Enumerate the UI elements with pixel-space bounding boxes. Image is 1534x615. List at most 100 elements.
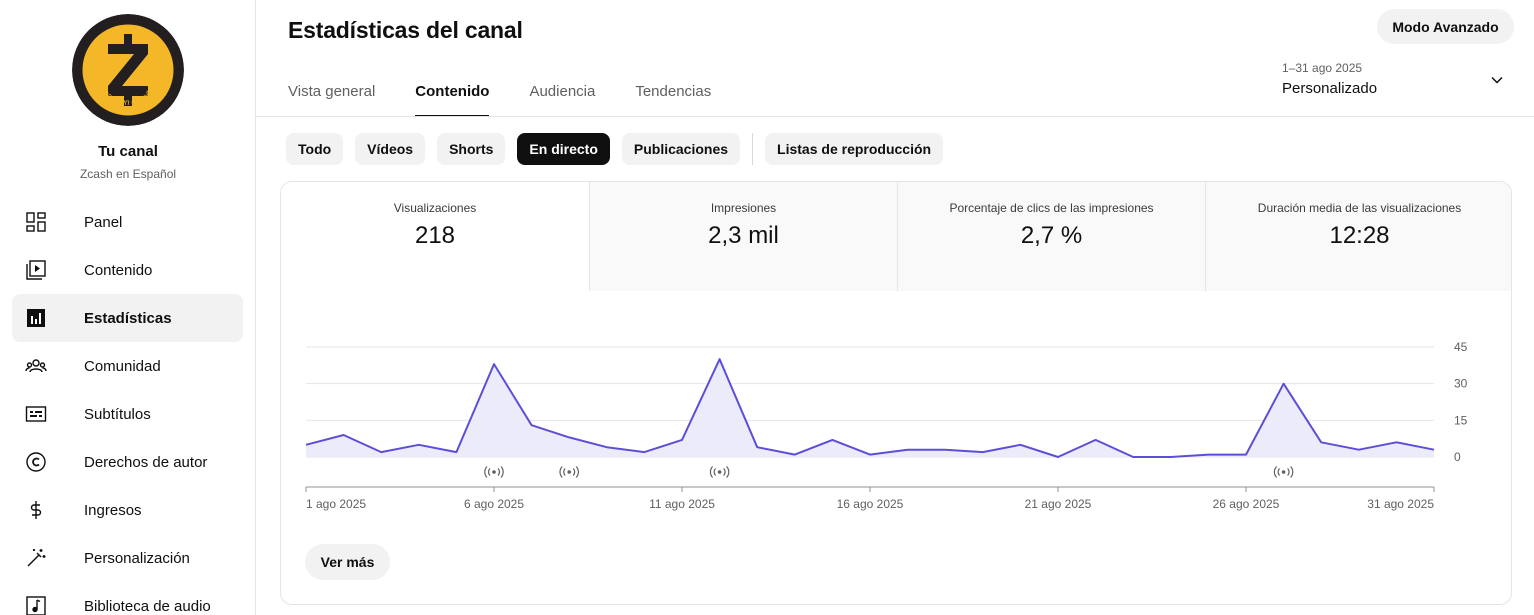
sidebar: Zcash en español Tu canal Zcash en Españ…	[0, 0, 256, 615]
sidebar-item-label: Biblioteca de audio	[84, 597, 211, 615]
series-area	[306, 359, 1434, 457]
metric-label: Porcentaje de clics de las impresiones	[949, 201, 1154, 215]
data-point	[902, 444, 914, 456]
chevron-down-icon	[1490, 73, 1504, 92]
sidebar-item-copyright[interactable]: Derechos de autor	[12, 438, 243, 486]
data-point	[1165, 451, 1177, 463]
y-tick-label: 30	[1454, 377, 1468, 391]
data-point	[1390, 436, 1402, 448]
sidebar-item-earn[interactable]: Ingresos	[12, 486, 243, 534]
dashboard-icon	[24, 210, 48, 234]
y-tick-label: 45	[1454, 340, 1468, 354]
data-point	[563, 431, 575, 443]
magic-wand-icon	[24, 546, 48, 570]
metric-value: 218	[414, 222, 456, 249]
date-range-picker[interactable]: 1–31 ago 2025 Personalizado	[1282, 61, 1512, 103]
data-point	[714, 353, 726, 365]
live-stream-icon[interactable]	[484, 466, 504, 478]
metric-impressions[interactable]: Impresiones 2,3 mil	[589, 182, 897, 291]
sidebar-item-content[interactable]: Contenido	[12, 246, 243, 294]
tab-trends[interactable]: Tendencias	[635, 83, 712, 100]
sidebar-nav: Panel Contenido Estadísticas Comunidad S…	[12, 198, 243, 615]
x-tick-label: 1 ago 2025	[306, 497, 366, 511]
data-point	[1014, 439, 1026, 451]
sidebar-item-customization[interactable]: Personalización	[12, 534, 243, 582]
sidebar-item-audio-library[interactable]: Biblioteca de audio	[12, 582, 243, 615]
data-point	[864, 449, 876, 461]
data-point	[526, 419, 538, 431]
data-point	[1202, 449, 1214, 461]
x-tick-label: 26 ago 2025	[1213, 497, 1280, 511]
data-point	[413, 439, 425, 451]
metric-label: Duración media de las visualizaciones	[1257, 201, 1462, 215]
data-point	[939, 444, 951, 456]
data-point	[751, 441, 763, 453]
channel-name: Zcash en Español	[79, 167, 177, 181]
analytics-tabs: Vista general Contenido Audiencia Tenden…	[288, 70, 751, 117]
data-point	[789, 449, 801, 461]
chip-live[interactable]: En directo	[517, 133, 610, 165]
data-point	[826, 434, 838, 446]
y-tick-label: 15	[1454, 413, 1468, 427]
x-tick-label: 31 ago 2025	[1367, 497, 1434, 511]
sidebar-item-analytics[interactable]: Estadísticas	[12, 294, 243, 342]
channel-title: Tu canal	[98, 143, 158, 160]
date-range-dates: 1–31 ago 2025	[1282, 61, 1363, 75]
metric-views[interactable]: Visualizaciones 218	[281, 182, 589, 291]
data-point	[375, 446, 387, 458]
metric-value: 12:28	[1329, 222, 1390, 249]
date-range-label: Personalizado	[1282, 80, 1378, 97]
audio-library-icon	[24, 594, 48, 615]
x-tick-label: 16 ago 2025	[837, 497, 904, 511]
data-point	[601, 441, 613, 453]
metric-label: Impresiones	[710, 201, 777, 215]
tab-content[interactable]: Contenido	[415, 70, 490, 117]
tab-audience[interactable]: Audiencia	[529, 83, 596, 100]
channel-avatar[interactable]: Zcash en español	[72, 14, 184, 126]
see-more-button[interactable]: Ver más	[305, 544, 390, 580]
subtitles-icon	[24, 402, 48, 426]
header-divider	[256, 116, 1534, 117]
sidebar-item-subtitles[interactable]: Subtítulos	[12, 390, 243, 438]
metric-value: 2,7 %	[1020, 222, 1083, 249]
data-point	[1240, 449, 1252, 461]
metric-label: Visualizaciones	[393, 201, 477, 215]
zcash-logo: Zcash en español	[72, 14, 184, 126]
dollar-icon	[24, 498, 48, 522]
live-stream-icon[interactable]	[559, 466, 579, 478]
data-point	[488, 358, 500, 370]
page-title: Estadísticas del canal	[288, 17, 523, 43]
sidebar-item-panel[interactable]: Panel	[12, 198, 243, 246]
sidebar-item-label: Subtítulos	[84, 405, 151, 423]
analytics-card: Visualizaciones 218 Impresiones 2,3 mil …	[280, 181, 1512, 605]
content-type-chips: Todo Vídeos Shorts En directo Publicacio…	[286, 133, 955, 165]
live-stream-icon[interactable]	[709, 466, 730, 478]
live-stream-icon[interactable]	[1273, 466, 1294, 478]
chip-shorts[interactable]: Shorts	[437, 133, 506, 165]
chip-all[interactable]: Todo	[286, 133, 344, 165]
chip-playlists[interactable]: Listas de reproducción	[765, 133, 944, 165]
tab-overview[interactable]: Vista general	[288, 83, 376, 100]
metric-tabs: Visualizaciones 218 Impresiones 2,3 mil …	[281, 182, 1511, 291]
community-icon	[24, 354, 48, 378]
data-point	[1127, 451, 1139, 463]
data-point	[450, 446, 462, 458]
sidebar-item-community[interactable]: Comunidad	[12, 342, 243, 390]
sidebar-item-label: Panel	[84, 213, 123, 231]
x-tick-label: 11 ago 2025	[649, 497, 715, 511]
metric-ctr[interactable]: Porcentaje de clics de las impresiones 2…	[897, 182, 1205, 291]
metric-value: 2,3 mil	[708, 222, 779, 249]
data-point	[638, 446, 650, 458]
advanced-mode-button[interactable]: Modo Avanzado	[1377, 9, 1514, 44]
x-tick-label: 21 ago 2025	[1025, 497, 1092, 511]
data-point	[300, 439, 312, 451]
data-point	[1090, 434, 1102, 446]
y-tick-label: 0	[1454, 450, 1461, 464]
chip-videos[interactable]: Vídeos	[355, 133, 426, 165]
data-point	[338, 429, 350, 441]
series-line	[305, 358, 1435, 458]
sidebar-item-label: Contenido	[84, 261, 153, 279]
metric-avg-view-duration[interactable]: Duración media de las visualizaciones 12…	[1205, 182, 1511, 291]
sidebar-item-label: Estadísticas	[84, 309, 172, 327]
chip-posts[interactable]: Publicaciones	[621, 133, 741, 165]
